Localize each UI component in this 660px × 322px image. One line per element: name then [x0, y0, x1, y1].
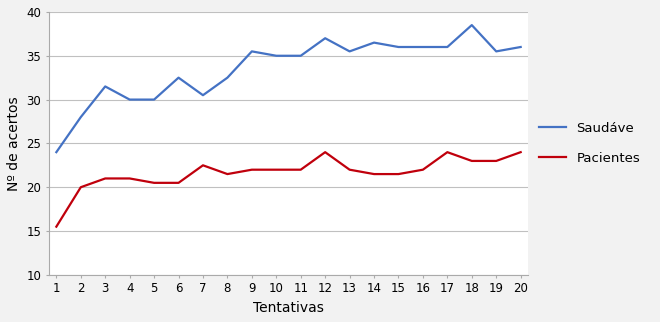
Saudáve [395, 45, 403, 49]
Saudáve [248, 50, 256, 53]
Saudáve [517, 45, 525, 49]
Pacientes [175, 181, 183, 185]
X-axis label: Tentativas: Tentativas [253, 301, 324, 315]
Pacientes [150, 181, 158, 185]
Pacientes [52, 225, 60, 229]
Saudáve [444, 45, 451, 49]
Y-axis label: Nº de acertos: Nº de acertos [7, 96, 21, 191]
Saudáve [125, 98, 133, 101]
Pacientes [199, 163, 207, 167]
Pacientes [125, 176, 133, 180]
Saudáve [199, 93, 207, 97]
Pacientes [224, 172, 232, 176]
Pacientes [492, 159, 500, 163]
Pacientes [395, 172, 403, 176]
Pacientes [346, 168, 354, 172]
Pacientes [419, 168, 427, 172]
Pacientes [444, 150, 451, 154]
Saudáve [77, 115, 84, 119]
Saudáve [492, 50, 500, 53]
Saudáve [419, 45, 427, 49]
Pacientes [468, 159, 476, 163]
Line: Pacientes: Pacientes [56, 152, 521, 227]
Saudáve [297, 54, 305, 58]
Pacientes [77, 185, 84, 189]
Pacientes [321, 150, 329, 154]
Saudáve [150, 98, 158, 101]
Saudáve [52, 150, 60, 154]
Saudáve [175, 76, 183, 80]
Saudáve [321, 36, 329, 40]
Pacientes [297, 168, 305, 172]
Saudáve [224, 76, 232, 80]
Line: Saudáve: Saudáve [56, 25, 521, 152]
Pacientes [370, 172, 378, 176]
Pacientes [273, 168, 280, 172]
Saudáve [101, 84, 109, 88]
Saudáve [370, 41, 378, 44]
Pacientes [248, 168, 256, 172]
Pacientes [517, 150, 525, 154]
Saudáve [273, 54, 280, 58]
Legend: Saudáve, Pacientes: Saudáve, Pacientes [539, 122, 640, 165]
Saudáve [468, 23, 476, 27]
Pacientes [101, 176, 109, 180]
Saudáve [346, 50, 354, 53]
